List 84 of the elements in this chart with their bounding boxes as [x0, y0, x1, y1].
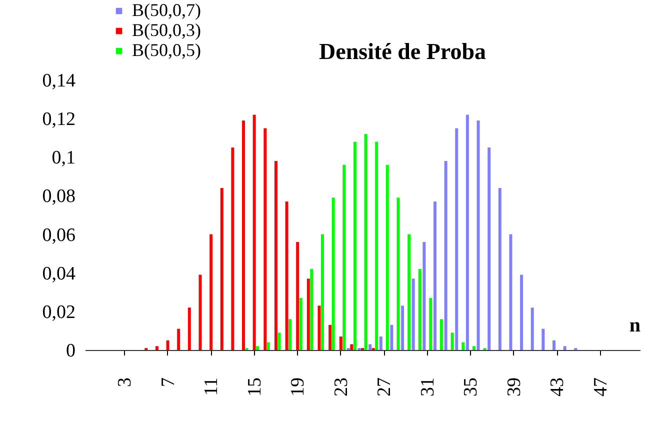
bar: [375, 142, 378, 350]
bar: [350, 344, 354, 350]
bar: [433, 202, 436, 350]
bar: [450, 332, 454, 350]
x-tick-label: 3: [114, 378, 136, 387]
y-tick-label: 0,12: [42, 109, 76, 130]
x-tick-label: 19: [288, 378, 309, 396]
bar: [412, 278, 415, 350]
bar: [472, 346, 476, 350]
bar: [379, 336, 382, 350]
legend-label: B(50,0,5): [132, 40, 201, 60]
bar: [552, 340, 556, 350]
x-tick-label: 47: [590, 378, 612, 396]
x-tick-label: 15: [244, 378, 266, 396]
bar: [364, 134, 368, 350]
bar: [390, 324, 394, 350]
bar: [418, 269, 422, 350]
x-tick-label: 35: [460, 378, 482, 396]
bar: [299, 298, 302, 350]
bar: [422, 242, 426, 350]
bar: [342, 164, 346, 350]
x-tick-label: 43: [547, 378, 568, 396]
bar: [429, 298, 432, 350]
chart-title: Densité de Proba: [319, 39, 486, 64]
bar: [310, 269, 314, 350]
x-tick-label: 31: [417, 378, 438, 396]
bar: [498, 188, 502, 350]
legend-label: B(50,0,3): [132, 20, 201, 40]
bar: [264, 128, 267, 350]
bar: [231, 148, 234, 350]
bar: [252, 114, 256, 350]
y-tick-label: 0,02: [42, 302, 76, 323]
bar: [368, 344, 372, 350]
bar: [328, 324, 332, 350]
bar: [563, 346, 566, 350]
bar: [155, 346, 158, 350]
x-axis-title: n: [629, 314, 640, 336]
bar: [401, 306, 404, 350]
bar: [455, 128, 458, 350]
bar: [285, 202, 288, 350]
bar: [408, 234, 411, 350]
bar: [462, 342, 465, 350]
x-tick-label: 7: [158, 378, 179, 387]
x-tick-label: 23: [330, 378, 352, 396]
bar: [256, 346, 260, 350]
bar: [542, 328, 545, 350]
bar: [306, 278, 310, 350]
bar: [386, 164, 389, 350]
y-tick-label: 0,04: [42, 263, 76, 284]
bar: [476, 120, 480, 350]
bar: [198, 274, 202, 350]
bar: [320, 234, 324, 350]
bar: [166, 340, 170, 350]
x-tick-label: 39: [504, 378, 525, 396]
bar: [353, 142, 356, 350]
x-tick-label: 27: [374, 378, 396, 396]
bar: [266, 342, 270, 350]
x-tick-label: 11: [201, 378, 222, 396]
bar: [530, 308, 534, 350]
bar: [296, 242, 300, 350]
bar: [488, 148, 491, 350]
bar: [466, 114, 469, 350]
legend-label: B(50,0,7): [132, 0, 201, 20]
bar: [188, 308, 191, 350]
y-tick-label: 0,14: [42, 70, 76, 92]
bar: [242, 120, 245, 350]
bar: [318, 306, 321, 350]
bar: [440, 319, 443, 350]
y-tick-label: 0,06: [42, 224, 76, 246]
bar: [520, 274, 524, 350]
bar: [177, 328, 180, 350]
bar: [509, 234, 512, 350]
bar: [332, 198, 335, 350]
bar: [444, 161, 448, 350]
y-tick-label: 0,1: [52, 148, 76, 169]
y-tick-label: 0,08: [42, 186, 76, 208]
bar: [274, 161, 278, 350]
bar: [288, 319, 292, 350]
bar: [396, 198, 400, 350]
bar: [339, 336, 342, 350]
bar: [210, 234, 213, 350]
bar: [220, 188, 224, 350]
y-tick-label: 0: [66, 340, 76, 362]
bar: [278, 332, 281, 350]
